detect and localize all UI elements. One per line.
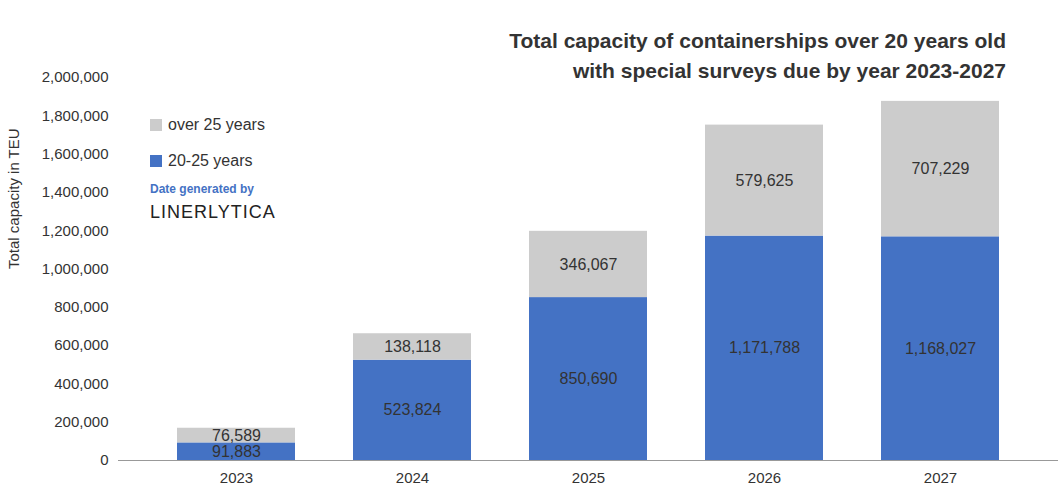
svg-text:2026: 2026: [748, 469, 781, 486]
svg-text:2024: 2024: [396, 469, 429, 486]
svg-text:579,625: 579,625: [736, 172, 794, 189]
svg-text:1,200,000: 1,200,000: [42, 222, 109, 239]
svg-text:1,600,000: 1,600,000: [42, 145, 109, 162]
html-text:LINERLYTICA: LINERLYTICA: [150, 202, 276, 222]
html-text:Date generated by: Date generated by: [150, 182, 254, 196]
svg-text:1,800,000: 1,800,000: [42, 107, 109, 124]
svg-text:200,000: 200,000: [54, 413, 108, 430]
svg-text:346,067: 346,067: [560, 256, 618, 273]
svg-text:523,824: 523,824: [384, 401, 442, 418]
svg-text:800,000: 800,000: [54, 298, 108, 315]
html-text:Total capacity of containershi: Total capacity of containerships over 20…: [509, 29, 1006, 82]
svg-text:1,000,000: 1,000,000: [42, 260, 109, 277]
svg-text:Total capacity in TEU: Total capacity in TEU: [5, 128, 22, 269]
svg-text:400,000: 400,000: [54, 375, 108, 392]
svg-text:1,400,000: 1,400,000: [42, 183, 109, 200]
svg-text:600,000: 600,000: [54, 336, 108, 353]
svg-text:850,690: 850,690: [560, 370, 618, 387]
svg-text:138,118: 138,118: [384, 338, 441, 355]
svg-text:707,229: 707,229: [912, 160, 970, 177]
svg-text:91,883: 91,883: [212, 443, 261, 460]
svg-text:0: 0: [100, 451, 108, 468]
svg-text:2027: 2027: [924, 469, 957, 486]
svg-text:76,589: 76,589: [212, 427, 261, 444]
html-text:20-25 years: 20-25 years: [168, 152, 253, 169]
svg-text:2023: 2023: [220, 469, 253, 486]
svg-text:1,171,788: 1,171,788: [729, 339, 800, 356]
svg-text:2,000,000: 2,000,000: [42, 68, 109, 85]
svg-text:1,168,027: 1,168,027: [905, 340, 976, 357]
svg-text:2025: 2025: [572, 469, 605, 486]
html-text:over 25 years: over 25 years: [168, 116, 265, 133]
